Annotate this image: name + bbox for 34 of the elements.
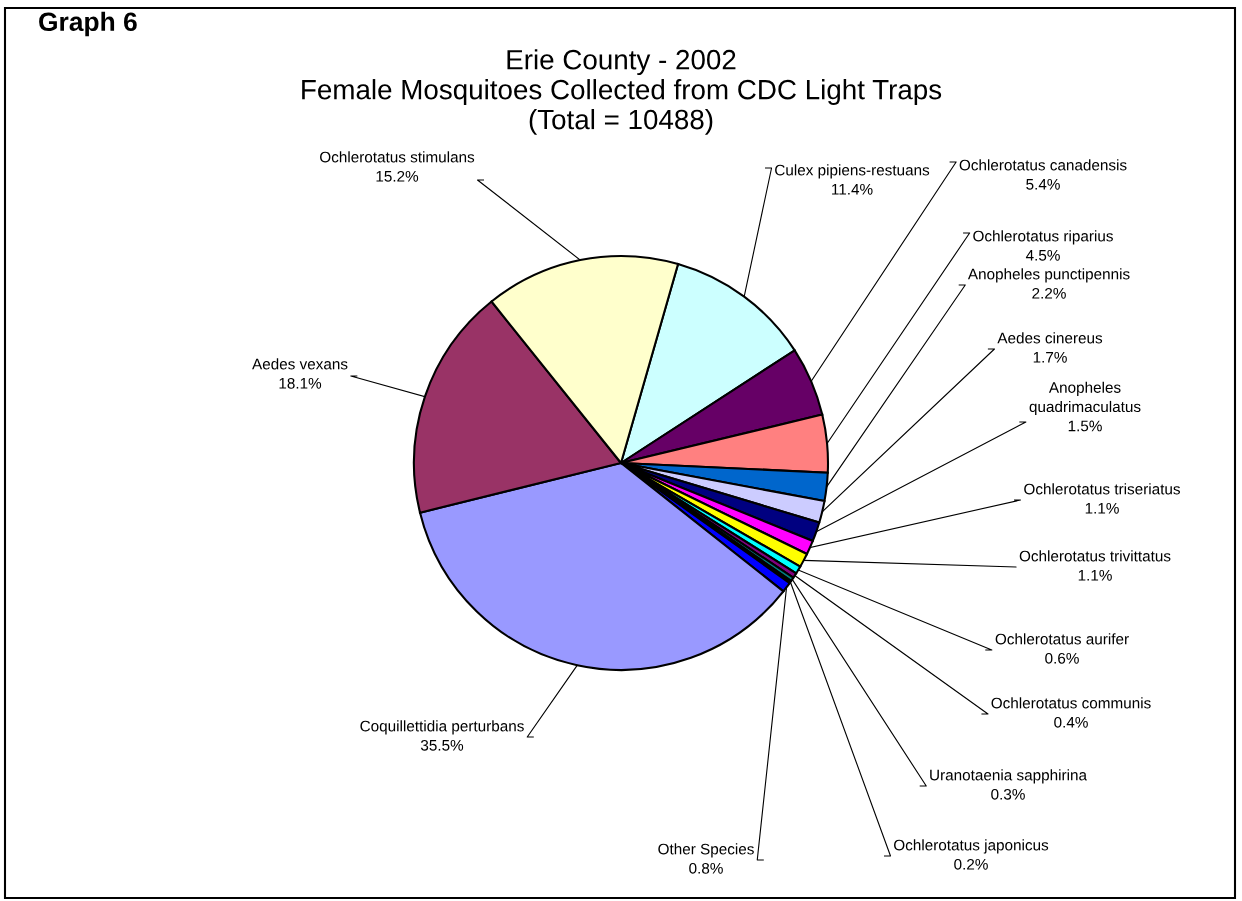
slice-label: Ochlerotatus canadensis <box>959 159 1127 171</box>
slice-label: Culex pipiens-restuans <box>775 164 930 179</box>
data-label: 4.5% <box>1025 249 1060 261</box>
data-label: 0.4% <box>1054 716 1088 728</box>
data-label: 5.4% <box>1026 178 1060 190</box>
data-label: 1.1% <box>1085 502 1119 514</box>
data-label: 1.5% <box>1068 420 1102 432</box>
slice-label: Ochlerotatus stimulans <box>320 151 475 163</box>
data-label: 11.4% <box>832 183 873 195</box>
data-label: 35.5% <box>420 739 464 751</box>
chart-title: Erie County - 2002 Female Mosquitoes Collected from CDC Light Traps (Total = 10488) <box>302 49 942 135</box>
slice-label: Anopheles punctipennis <box>967 268 1130 283</box>
data-label: 0.2% <box>954 858 988 870</box>
data-label: 2.2% <box>1032 287 1066 299</box>
data-label: 1.7% <box>1033 351 1067 363</box>
slice-label: Uranotaenia sapphirina <box>930 769 1087 784</box>
data-label: 18.1% <box>279 377 322 389</box>
slice-label: Anopheles quadrimaculatus <box>1029 381 1141 416</box>
slice-label: Coquillettidia perturbans <box>360 720 524 735</box>
data-label: 0.3% <box>991 788 1025 800</box>
data-label: 0.8% <box>689 862 723 874</box>
data-label: 1.1% <box>1078 569 1112 581</box>
slice-label: Aedes vexans <box>252 358 348 370</box>
slice-label: Ochlerotatus triseriatus <box>1024 483 1180 495</box>
slice-label: Ochlerotatus riparius <box>973 230 1113 245</box>
data-label: 0.6% <box>1045 652 1079 664</box>
slice-label: Ochlerotatus aurifer <box>995 633 1129 645</box>
slice-label: Ochlerotatus japonicus <box>894 839 1049 854</box>
slice-label: Ochlerotatus trivittatus <box>1019 550 1171 562</box>
caption: Graph 6 <box>39 11 137 37</box>
slice-label: Aedes cinereus <box>997 332 1103 344</box>
slice-label: Other Species <box>658 843 754 858</box>
data-label: 15.2% <box>376 170 419 182</box>
slice-label: Ochlerotatus communis <box>991 697 1151 709</box>
